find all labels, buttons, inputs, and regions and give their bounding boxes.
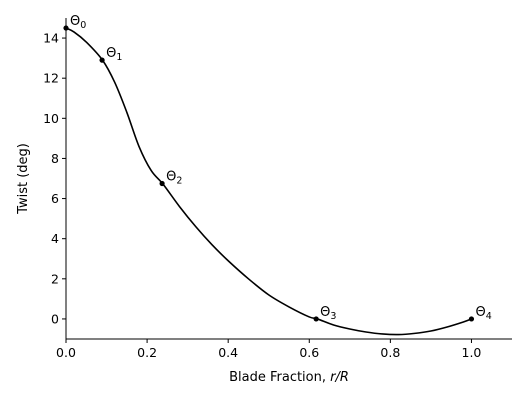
- y-tick-label: 2: [51, 271, 59, 286]
- twist-curve: [65, 27, 472, 336]
- control-point-label: Θ2: [166, 170, 182, 187]
- x-ticks: 0.0 0.2 0.4 0.6 0.8 1.0: [56, 339, 481, 360]
- x-tick-label: 1.0: [462, 345, 482, 360]
- x-tick-label: 0.2: [137, 345, 157, 360]
- y-axis-label: Twist (deg): [16, 143, 31, 215]
- y-tick-label: 8: [51, 151, 59, 166]
- x-tick-label: 0.0: [56, 345, 76, 360]
- control-point-label: Θ0: [70, 14, 86, 31]
- y-tick-label: 6: [51, 191, 59, 206]
- y-ticks: 0 2 4 6 8 10 12 14: [43, 31, 66, 326]
- y-tick-label: 14: [43, 31, 59, 46]
- x-tick-label: 0.4: [218, 345, 238, 360]
- y-tick-label: 0: [51, 311, 59, 326]
- y-tick-label: 12: [43, 71, 59, 86]
- axes: [65, 18, 512, 340]
- control-points: Θ0 Θ1 Θ2 Θ3 Θ4: [63, 14, 492, 322]
- x-axis-label-math: r/R: [330, 370, 349, 385]
- y-tick-label: 10: [43, 111, 59, 126]
- x-axis-label: Blade Fraction, r/R: [229, 370, 349, 385]
- control-point-marker: [99, 57, 105, 63]
- control-point-label: Θ4: [475, 305, 491, 322]
- x-tick-label: 0.6: [299, 345, 319, 360]
- control-point-label: Θ3: [320, 305, 336, 322]
- x-axis-label-text: Blade Fraction,: [229, 370, 330, 385]
- control-point-marker: [468, 316, 475, 322]
- control-point-marker: [63, 25, 69, 31]
- control-point-marker: [313, 316, 319, 322]
- x-tick-label: 0.8: [380, 345, 400, 360]
- control-point-marker: [159, 180, 165, 187]
- control-point-label: Θ1: [106, 46, 122, 63]
- y-tick-label: 4: [51, 231, 59, 246]
